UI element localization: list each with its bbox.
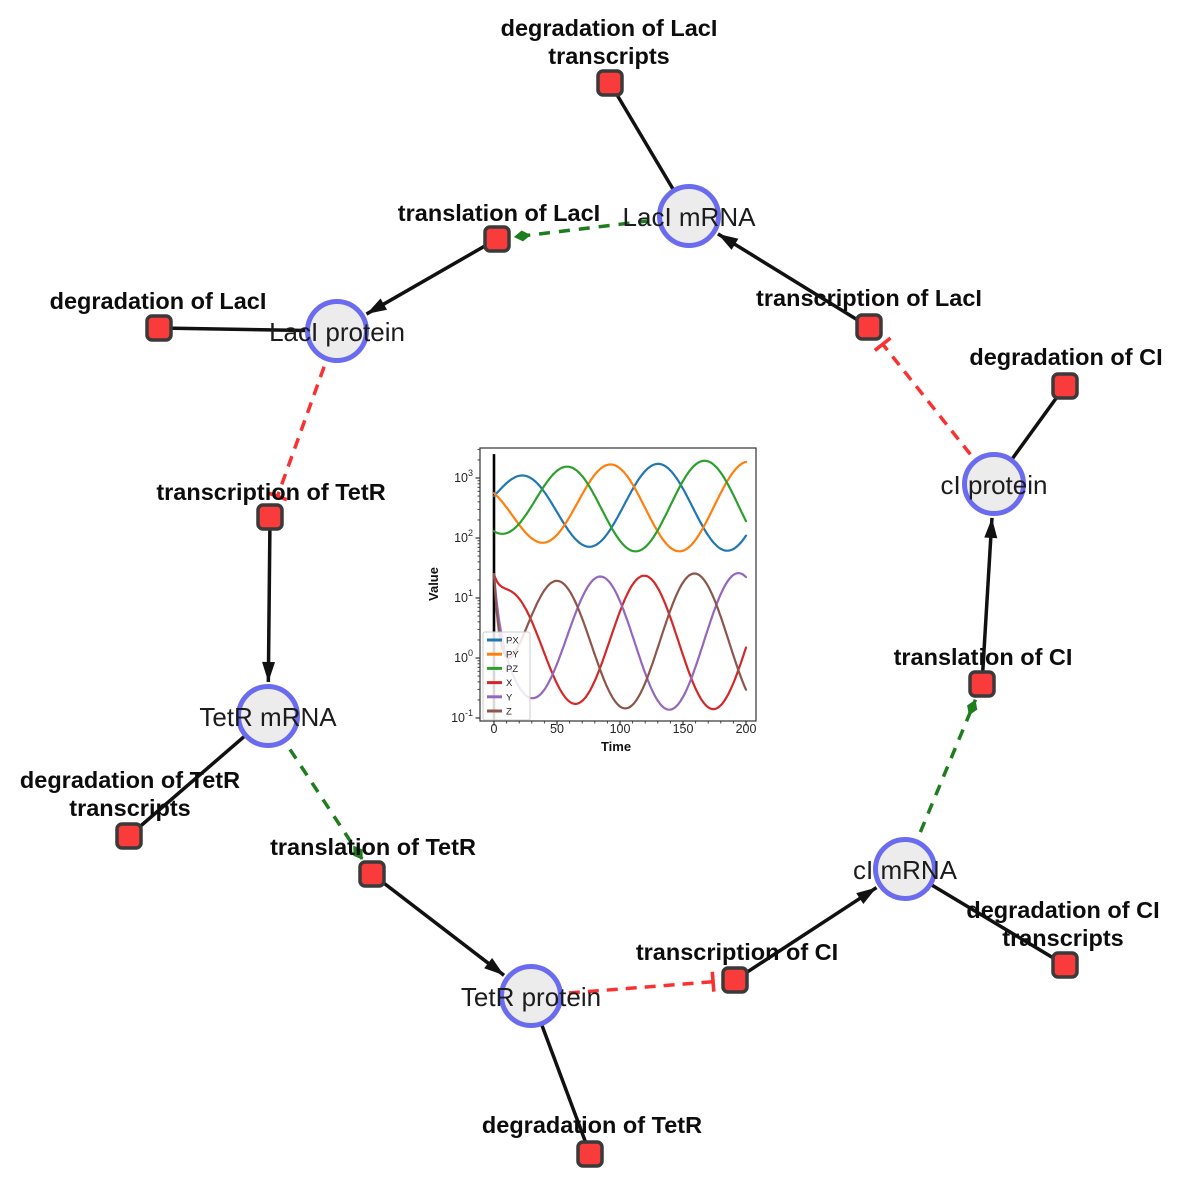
reaction-node-translation-tetr[interactable] xyxy=(358,860,386,888)
edge-production-transcription-laci-laci-mrna[interactable] xyxy=(717,232,870,329)
reaction-node-transcription-tetr[interactable] xyxy=(256,503,284,531)
x-tick-label: 200 xyxy=(736,722,757,736)
reaction-node-transcription-ci[interactable] xyxy=(721,966,749,994)
legend-label-X: X xyxy=(506,678,513,689)
y-tick-label: 100 xyxy=(454,648,473,665)
reaction-node-deg-ci-transcripts[interactable] xyxy=(1051,951,1079,979)
x-tick-label: 50 xyxy=(550,722,564,736)
species-label-ci-mrna: cI mRNA xyxy=(853,855,958,885)
reaction-label-deg-tetr-transcripts: transcripts xyxy=(69,795,190,821)
legend-label-PZ: PZ xyxy=(506,664,518,675)
chart-legend: PX PY PZ XYZ xyxy=(482,631,531,721)
reaction-node-deg-tetr[interactable] xyxy=(576,1140,604,1168)
edge-production-translation-laci-laci-protein[interactable] xyxy=(365,237,498,316)
x-tick-label: 150 xyxy=(673,722,694,736)
y-tick-label: 10-1 xyxy=(451,708,473,725)
legend-label-PX: PX xyxy=(506,636,519,647)
reaction-label-deg-ci-transcripts: transcripts xyxy=(1002,925,1123,951)
x-tick-label: 0 xyxy=(491,722,498,736)
y-tick-label: 101 xyxy=(454,588,473,605)
reaction-node-translation-ci[interactable] xyxy=(968,670,996,698)
reaction-label-deg-ci: degradation of CI xyxy=(969,344,1162,370)
edge-production-transcription-tetr-tetr-mrna[interactable] xyxy=(262,516,276,683)
species-node-laci-protein[interactable] xyxy=(305,299,369,363)
edge-production-transcription-ci-ci-mrna[interactable] xyxy=(734,886,878,982)
legend-label-Y: Y xyxy=(506,692,513,703)
reaction-label-deg-tetr: degradation of TetR xyxy=(482,1112,702,1138)
edge-production-translation-ci-ci-protein[interactable] xyxy=(980,517,998,685)
legend-label-Z: Z xyxy=(506,707,512,718)
x-axis-label: Time xyxy=(601,739,631,754)
reaction-node-deg-tetr-transcripts[interactable] xyxy=(115,822,143,850)
reaction-label-transcription-laci: transcription of LacI xyxy=(756,285,982,311)
species-label-laci-mrna: LacI mRNA xyxy=(623,202,757,232)
edge-inhibition-tetr-protein-transcription-ci[interactable] xyxy=(530,971,716,998)
species-label-ci-protein: cI protein xyxy=(941,470,1048,500)
legend-label-PY: PY xyxy=(506,650,519,661)
reaction-label-deg-ci-transcripts: degradation of CI xyxy=(966,897,1159,923)
species-node-ci-mrna[interactable] xyxy=(873,837,937,901)
x-tick-label: 100 xyxy=(610,722,631,736)
reaction-label-deg-tetr-transcripts: degradation of TetR xyxy=(20,767,240,793)
reaction-node-translation-laci[interactable] xyxy=(483,225,511,253)
edge-production-translation-tetr-tetr-protein[interactable] xyxy=(370,872,506,977)
reaction-label-transcription-tetr: transcription of TetR xyxy=(156,479,385,505)
reaction-label-deg-laci: degradation of LacI xyxy=(50,288,267,314)
series-line-X xyxy=(492,573,748,711)
series-line-PZ xyxy=(492,459,748,553)
reaction-label-deg-laci-transcripts: degradation of LacI xyxy=(501,15,718,41)
species-label-laci-protein: LacI protein xyxy=(269,317,405,347)
reaction-label-translation-ci: translation of CI xyxy=(894,644,1073,670)
reaction-label-translation-tetr: translation of TetR xyxy=(270,834,476,860)
species-label-tetr-protein: TetR protein xyxy=(461,982,601,1012)
series-line-PX xyxy=(492,462,748,552)
reaction-node-deg-laci[interactable] xyxy=(145,314,173,342)
reaction-label-translation-laci: translation of LacI xyxy=(398,200,600,226)
series-line-Z xyxy=(492,572,748,710)
reaction-node-deg-ci[interactable] xyxy=(1051,372,1079,400)
reaction-node-transcription-laci[interactable] xyxy=(855,313,883,341)
reaction-label-transcription-ci: transcription of CI xyxy=(636,939,838,965)
y-axis-label: Value xyxy=(426,567,441,601)
species-node-ci-protein[interactable] xyxy=(962,452,1026,516)
series-line-Y xyxy=(492,571,748,711)
species-node-laci-mrna[interactable] xyxy=(657,184,721,248)
y-tick-label: 103 xyxy=(454,468,473,485)
species-node-tetr-protein[interactable] xyxy=(499,964,563,1028)
species-node-tetr-mrna[interactable] xyxy=(236,684,300,748)
simulation-inset-chart: 0 50 100 150 20010310210110010-1TimeValuePXP… xyxy=(426,447,757,754)
species-label-tetr-mrna: TetR mRNA xyxy=(199,702,337,732)
reaction-label-deg-laci-transcripts: transcripts xyxy=(548,43,669,69)
reaction-node-deg-laci-transcripts[interactable] xyxy=(596,69,624,97)
nodes-layer: degradation of LacItranscriptstranslatio… xyxy=(20,15,1163,1168)
series-line-PY xyxy=(492,460,748,553)
y-tick-label: 102 xyxy=(454,528,473,545)
